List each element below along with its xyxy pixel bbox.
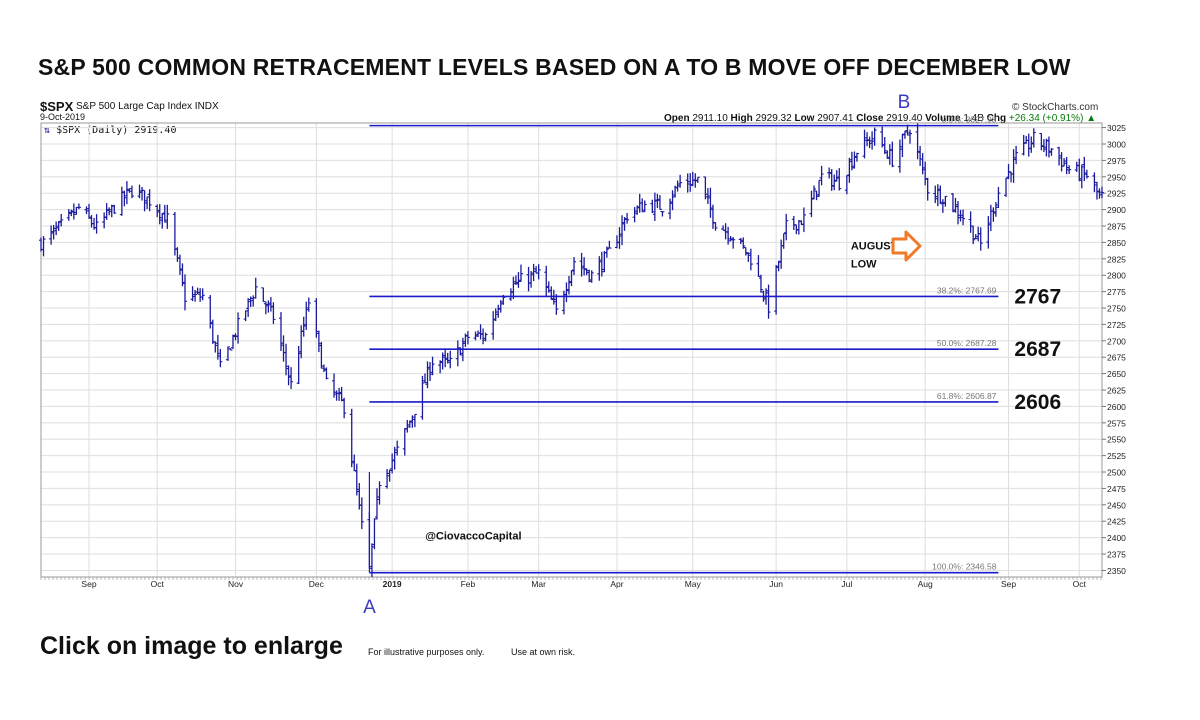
ohlc-readout: Open 2911.10 High 2929.32 Low 2907.41 Cl… <box>664 113 1096 124</box>
x-tick-label: Jul <box>841 579 852 589</box>
ohlc-legend-icon: ⇅ <box>44 125 51 136</box>
level-callout: 2606 <box>1014 391 1061 414</box>
chg-value: +26.34 (+0.91%) <box>1008 113 1084 124</box>
retracement-label: 61.8%: 2606.87 <box>937 391 997 401</box>
watermark-label: @CiovaccoCapital <box>425 531 521 543</box>
point-a-label: A <box>363 597 376 618</box>
x-tick-label: Oct <box>151 579 165 589</box>
open-label: Open <box>664 113 690 124</box>
y-tick-label: 2575 <box>1107 418 1126 428</box>
low-value: 2907.41 <box>817 113 854 124</box>
x-tick-label: Oct <box>1073 579 1087 589</box>
retracement-levels: 0.0%: 3027.98 38.2%: 2767.69 2767 50.0%: 26… <box>368 115 1061 574</box>
retracement-label: 38.2%: 2767.69 <box>937 285 997 295</box>
y-tick-label: 2950 <box>1107 172 1126 182</box>
volume-label: Volume <box>925 113 961 124</box>
point-b-label: B <box>898 92 911 113</box>
retracement-label: 50.0%: 2687.28 <box>937 338 997 348</box>
x-tick-label: Sep <box>81 579 96 589</box>
y-tick-label: 2425 <box>1107 517 1126 527</box>
y-tick-label: 2700 <box>1107 336 1126 346</box>
high-label: High <box>730 113 753 124</box>
x-tick-label: Mar <box>531 579 546 589</box>
y-tick-label: 2625 <box>1107 386 1126 396</box>
x-tick-label: Dec <box>309 579 325 589</box>
y-tick-label: 2875 <box>1107 222 1126 232</box>
y-tick-label: 3000 <box>1107 139 1126 149</box>
volume-value: 1.4B <box>963 113 984 124</box>
y-tick-label: 2550 <box>1107 435 1126 445</box>
y-tick-label: 2600 <box>1107 402 1126 412</box>
level-callout: 2767 <box>1014 285 1061 308</box>
ticker-symbol: $SPX <box>40 99 74 114</box>
y-tick-label: 2525 <box>1107 451 1126 461</box>
close-label: Close <box>856 113 884 124</box>
y-tick-label: 2450 <box>1107 500 1126 510</box>
plot-frame <box>40 122 1103 578</box>
retracement-label: 0.0%: 3027.98 <box>942 115 997 125</box>
low-label: Low <box>794 113 815 124</box>
x-tick-label: Apr <box>610 579 623 589</box>
y-tick-label: 2400 <box>1107 533 1126 543</box>
y-tick-label: 2725 <box>1107 320 1126 330</box>
y-tick-label: 2825 <box>1107 254 1126 264</box>
enlarge-caption[interactable]: Click on image to enlarge <box>40 632 343 660</box>
x-tick-label: Jun <box>769 579 783 589</box>
y-tick-label: 2750 <box>1107 304 1126 314</box>
y-tick-label: 2850 <box>1107 238 1126 248</box>
retracement-label: 100.0%: 2346.58 <box>932 562 997 572</box>
high-value: 2929.32 <box>755 113 792 124</box>
risk-note: Use at own risk. <box>511 647 576 657</box>
y-tick-label: 2775 <box>1107 287 1126 297</box>
close-value: 2919.40 <box>886 113 923 124</box>
x-tick-label: May <box>685 579 702 589</box>
y-tick-label: 2475 <box>1107 484 1126 494</box>
level-callout: 2687 <box>1014 338 1061 361</box>
ticker-description: S&P 500 Large Cap Index INDX <box>76 101 219 112</box>
chg-label: Chg <box>986 113 1007 124</box>
annotations: A B AUGUST LOW @CiovaccoCapital <box>363 92 922 618</box>
x-tick-label: 2019 <box>383 579 402 589</box>
y-tick-label: 2925 <box>1107 189 1126 199</box>
grid-lines <box>41 123 1102 577</box>
x-tick-label: Feb <box>461 579 476 589</box>
source-credit[interactable]: © StockCharts.com <box>1012 102 1099 113</box>
y-tick-label: 2500 <box>1107 468 1126 478</box>
y-tick-label: 2900 <box>1107 205 1126 215</box>
y-axis: 2350 2375 2400 2425 2450 2475 2500 2525 2550 2575… <box>1102 123 1126 576</box>
illustrative-note: For illustrative purposes only. <box>368 647 485 657</box>
y-tick-label: 2650 <box>1107 369 1126 379</box>
y-tick-label: 2675 <box>1107 353 1126 363</box>
x-tick-label: Sep <box>1001 579 1016 589</box>
y-tick-label: 2350 <box>1107 566 1126 576</box>
august-low-label: AUGUST <box>851 241 898 253</box>
up-arrow-icon: ▲ <box>1086 113 1097 124</box>
series-legend-label: $SPX (Daily) 2919.40 <box>56 125 177 136</box>
price-bars <box>39 123 1104 578</box>
chart-date: 9-Oct-2019 <box>40 112 86 122</box>
open-value: 2911.10 <box>692 113 728 124</box>
y-tick-label: 2375 <box>1107 550 1126 560</box>
y-tick-label: 2975 <box>1107 156 1126 166</box>
x-tick-label: Aug <box>918 579 933 589</box>
y-tick-label: 2800 <box>1107 271 1126 281</box>
x-axis: Sep Oct Nov Dec 2019 Feb Mar Apr May Jun Jul Aug Sep… <box>40 577 1102 589</box>
x-tick-label: Nov <box>228 579 244 589</box>
august-low-label: LOW <box>851 258 877 270</box>
y-tick-label: 3025 <box>1107 123 1126 133</box>
chart-title: S&P 500 COMMON RETRACEMENT LEVELS BASED … <box>38 54 1071 80</box>
series-legend: ⇅ $SPX (Daily) 2919.40 <box>44 125 176 136</box>
right-arrow-icon <box>891 230 922 262</box>
